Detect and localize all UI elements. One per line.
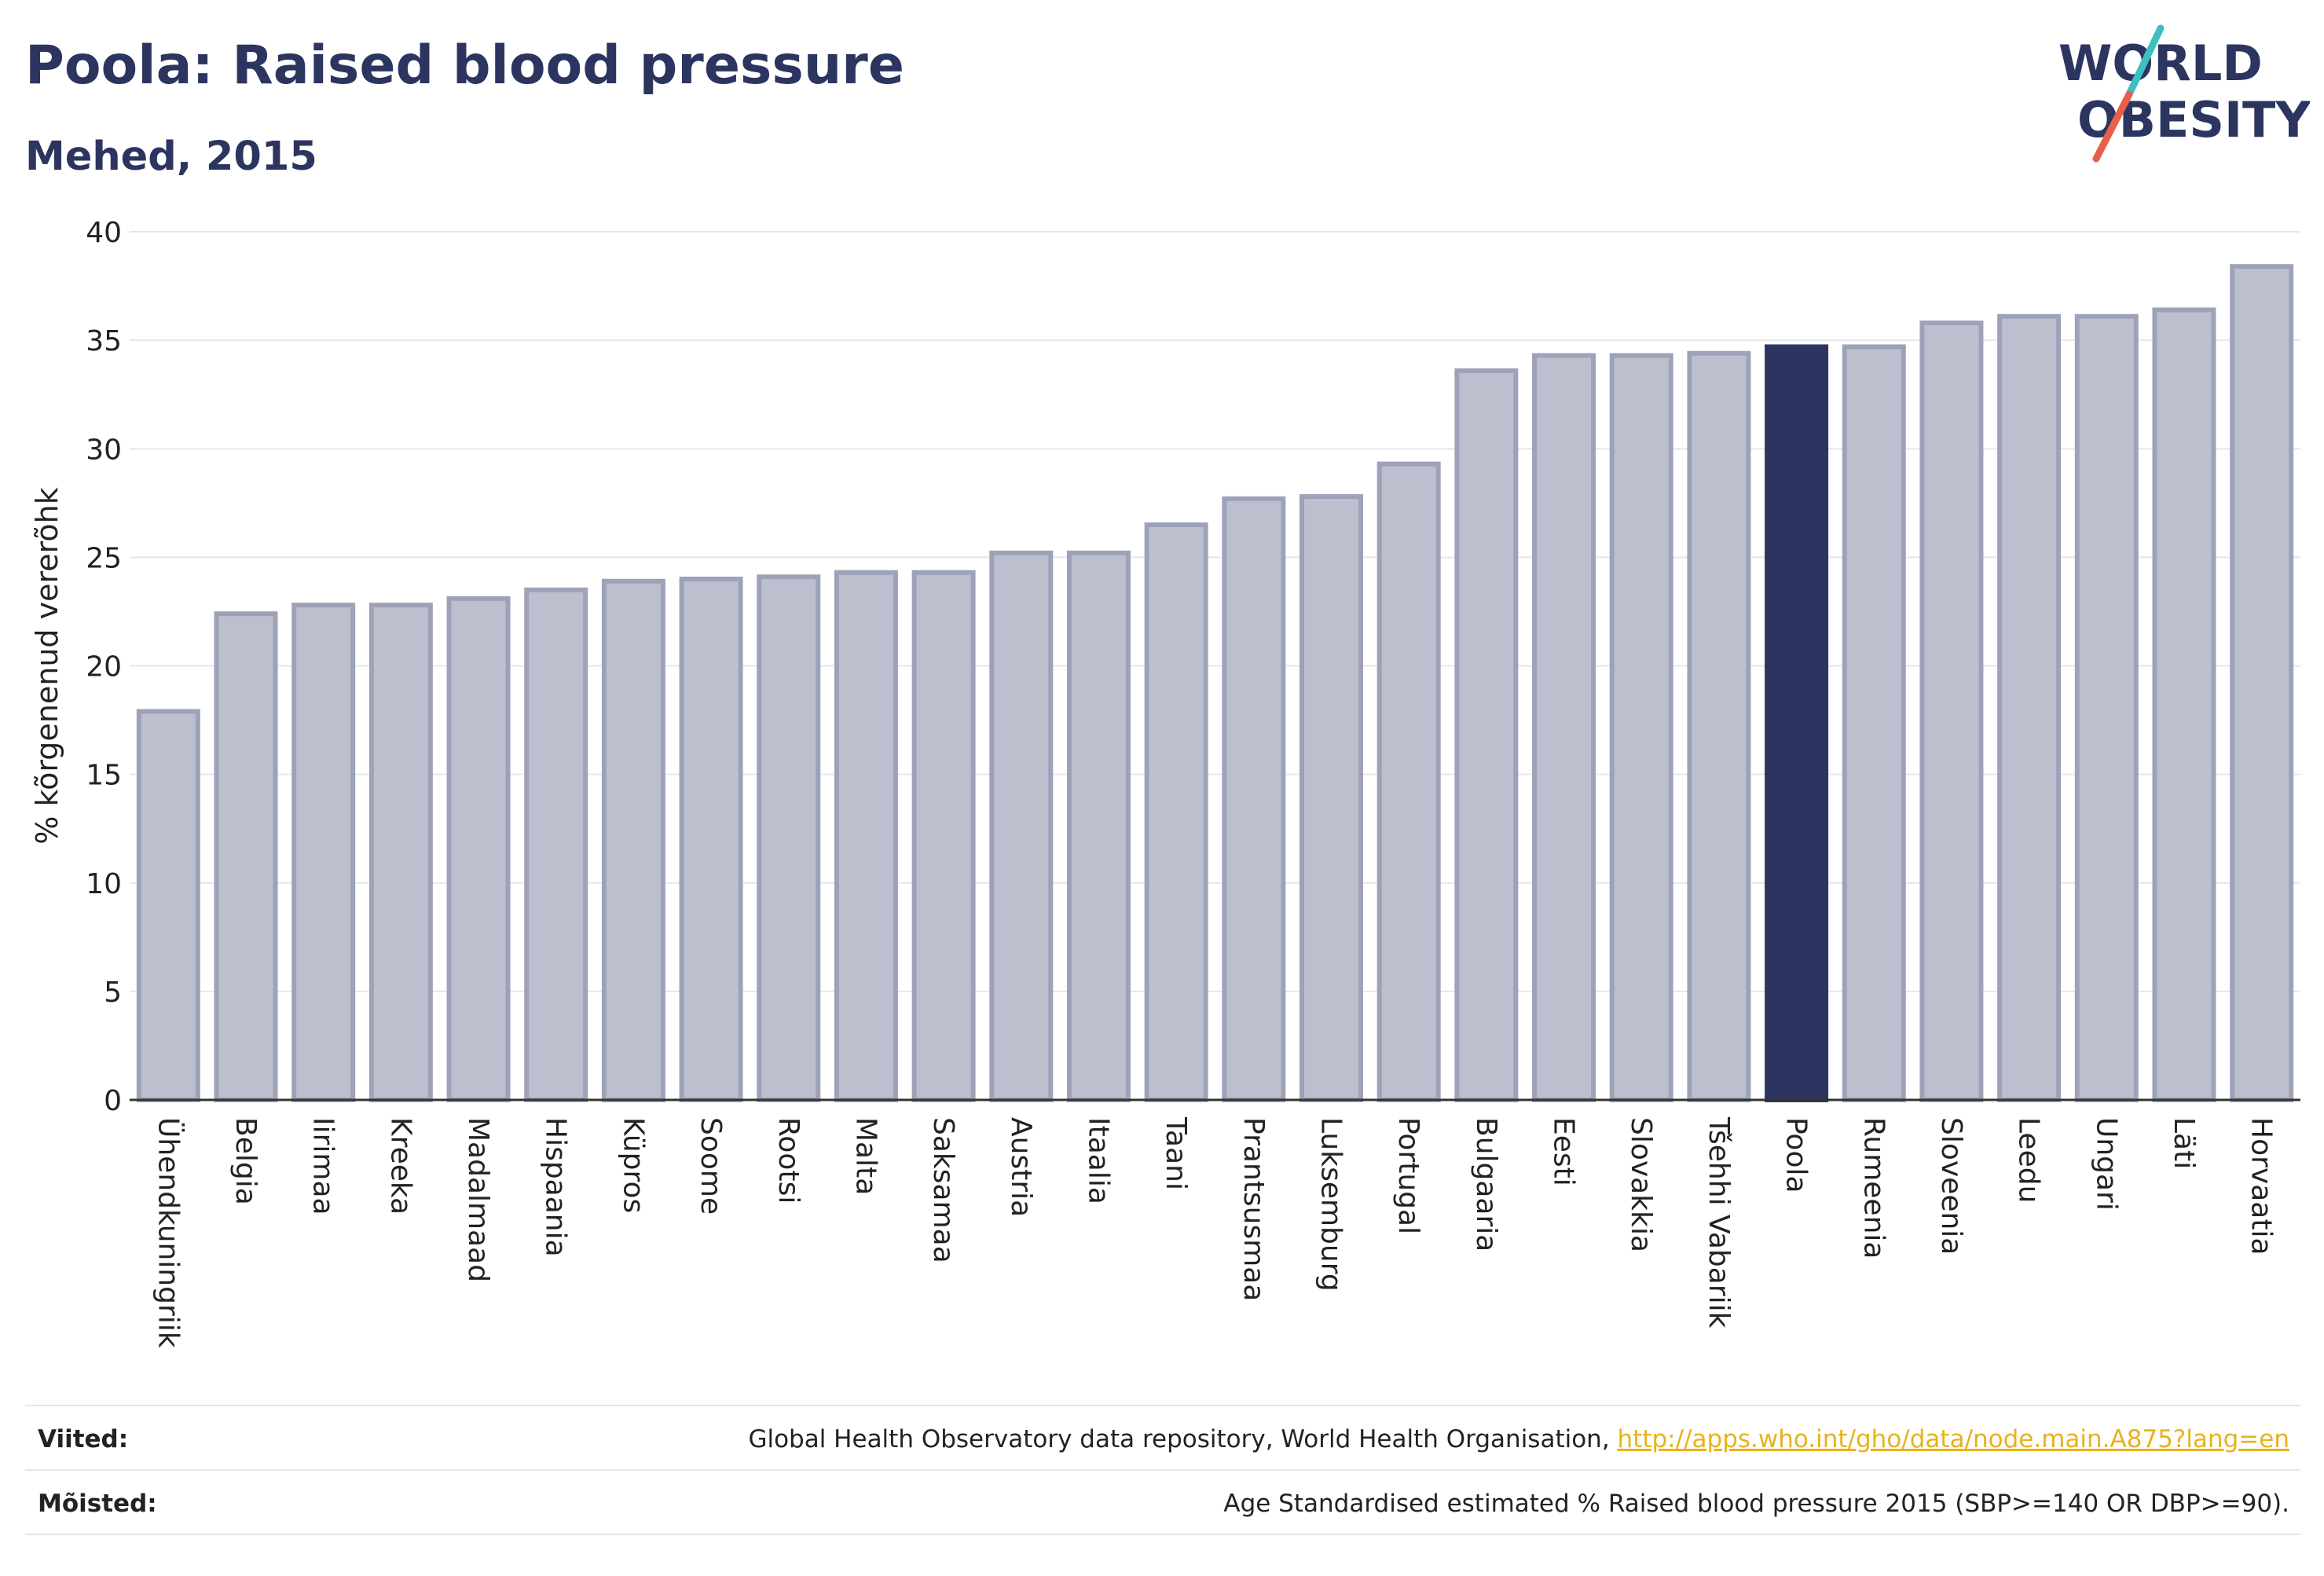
x-tick-label: Hispaania — [540, 1117, 572, 1257]
bar — [214, 611, 278, 1102]
x-tick-label: Austria — [1005, 1117, 1037, 1217]
x-tick-label: Rumeenia — [1857, 1117, 1890, 1259]
x-tick-label: Sloveenia — [1935, 1117, 1967, 1255]
x-tick-label: Ungari — [2090, 1117, 2122, 1211]
bar — [1842, 344, 1906, 1103]
bar-chart: 0 5 10 15 20 25 30 35 40 % kõrgenenud vererõhk Ühe… — [30, 217, 2300, 1348]
bar — [601, 578, 665, 1102]
bar — [1066, 550, 1131, 1102]
y-tick-label: 25 — [86, 542, 122, 574]
x-tick-label: Küpros — [617, 1117, 649, 1213]
y-tick-label: 0 — [104, 1085, 122, 1117]
chart-title: Poola: Raised blood pressure — [25, 35, 904, 97]
bar — [989, 550, 1054, 1102]
x-tick-label: Prantsusmaa — [1237, 1117, 1270, 1301]
bar — [2074, 313, 2139, 1102]
sources-link[interactable]: http://apps.who.int/gho/data/node.main.A… — [1617, 1425, 2289, 1453]
bar — [2230, 264, 2294, 1103]
x-tick-label: Rootsi — [772, 1117, 805, 1204]
logo-line1: WORLD — [2058, 35, 2263, 92]
footer-divider-bottom — [25, 1534, 2300, 1535]
bar — [1144, 522, 1208, 1102]
definitions-text: Age Standardised estimated % Raised bloo… — [1223, 1490, 2289, 1518]
x-tick-label: Ühendkuningriik — [152, 1117, 185, 1348]
sources-label: Viited: — [38, 1425, 129, 1453]
bar — [1454, 368, 1519, 1102]
x-tick-label: Portugal — [1392, 1117, 1424, 1234]
bar — [1532, 353, 1596, 1102]
x-tick-label: Horvaatia — [2245, 1117, 2278, 1255]
y-tick-label: 30 — [86, 434, 122, 466]
footer-divider-middle — [25, 1469, 2300, 1471]
y-tick-label: 20 — [86, 651, 122, 684]
x-tick-label: Tšehhi Vabariik — [1703, 1116, 1735, 1329]
bar — [1997, 313, 2062, 1102]
bar — [1222, 496, 1286, 1102]
bar — [1687, 350, 1751, 1102]
x-tick-label: Poola — [1780, 1117, 1813, 1193]
y-tick-label: 10 — [86, 868, 122, 900]
chart-subtitle: Mehed, 2015 — [25, 134, 317, 180]
x-tick-label: Läti — [2168, 1117, 2200, 1169]
x-tick-label: Madalmaad — [462, 1117, 494, 1282]
bar — [446, 596, 511, 1102]
x-tick-label: Soome — [695, 1117, 727, 1215]
bar — [911, 570, 976, 1102]
sources-description: Global Health Observatory data repositor… — [748, 1425, 1610, 1453]
world-obesity-logo: WORLD OBESITY — [2058, 24, 2310, 163]
x-tick-label: Taani — [1160, 1116, 1192, 1190]
bar — [679, 577, 743, 1102]
y-axis-label: % kõrgenenud vererõhk — [30, 487, 64, 845]
x-tick-label: Luksemburg — [1315, 1117, 1347, 1292]
x-tick-label: Saksamaa — [927, 1117, 959, 1263]
bar — [1919, 321, 1984, 1102]
definitions-label: Mõisted: — [38, 1490, 157, 1518]
x-tick-label: Iirimaa — [307, 1117, 339, 1215]
bar — [1299, 494, 1364, 1102]
bar-highlighted — [1765, 344, 1829, 1103]
bar — [291, 603, 356, 1102]
x-tick-label: Bulgaaria — [1470, 1117, 1502, 1252]
x-tick-label: Belgia — [229, 1117, 262, 1205]
x-tick-label: Leedu — [2013, 1117, 2045, 1203]
bar — [1376, 461, 1441, 1102]
bar — [834, 570, 898, 1102]
bar — [1609, 353, 1673, 1102]
x-tick-label: Kreeka — [384, 1117, 416, 1215]
y-tick-label: 40 — [86, 217, 122, 249]
bar — [757, 574, 821, 1102]
bar — [524, 587, 588, 1102]
bar — [2152, 307, 2216, 1102]
y-tick-label: 5 — [104, 977, 122, 1009]
sources-text: Global Health Observatory data repositor… — [748, 1425, 2289, 1453]
x-tick-label: Eesti — [1548, 1117, 1580, 1186]
y-tick-label: 35 — [86, 325, 122, 357]
logo-slash-red — [2092, 90, 2133, 163]
logo-slash-teal — [2125, 24, 2165, 98]
x-tick-label: Itaalia — [1082, 1117, 1114, 1204]
footer-divider-top — [25, 1405, 2300, 1406]
bar — [368, 603, 433, 1102]
x-tick-label: Malta — [849, 1117, 882, 1195]
bar — [136, 709, 200, 1102]
y-tick-label: 15 — [86, 760, 122, 792]
x-tick-label: Slovakkia — [1625, 1117, 1657, 1252]
